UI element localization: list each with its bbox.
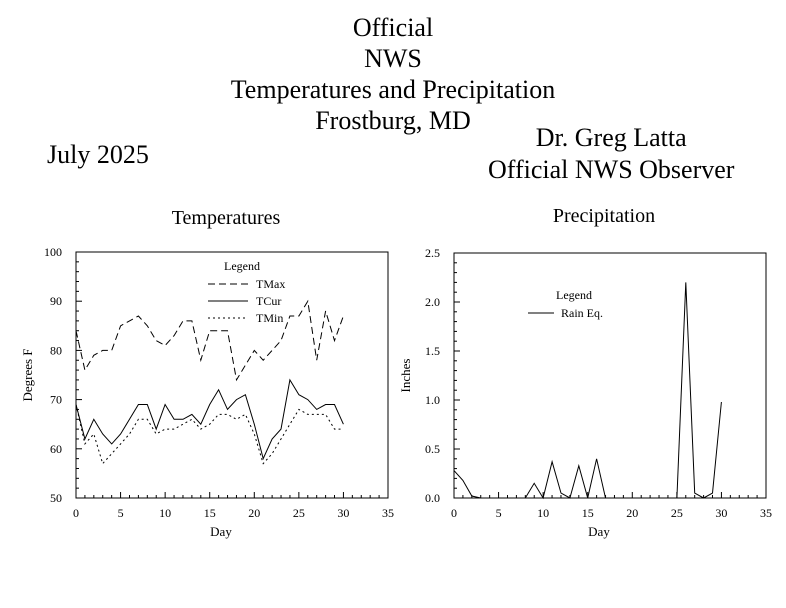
chart1-x-tick-label: 30: [337, 506, 349, 520]
chart2-legend-title: Legend: [556, 288, 592, 302]
chart2-legend-label: Rain Eq.: [561, 306, 603, 320]
chart2-title: Precipitation: [553, 205, 655, 227]
chart-title-block: Official NWS Temperatures and Precipitat…: [0, 12, 786, 136]
title-line-4: Frostburg, MD: [315, 106, 471, 135]
chart2-y-tick-label: 1.5: [425, 344, 440, 358]
month-label: July 2025: [47, 140, 149, 169]
title-line-2: NWS: [364, 44, 422, 73]
chart1-x-tick-label: 5: [118, 506, 124, 520]
chart1-x-tick-label: 20: [248, 506, 260, 520]
chart1-x-tick-label: 15: [204, 506, 216, 520]
chart1-plot-frame: [75, 251, 389, 499]
chart2-x-tick-label: 0: [451, 506, 457, 520]
title-line-1: Official: [352, 13, 434, 42]
chart1-y-tick-label: 100: [44, 245, 62, 259]
chart1-x-tick-label: 35: [382, 506, 394, 520]
chart2-x-tick-label: 5: [496, 506, 502, 520]
chart2-y-tick-label: 2.0: [425, 295, 440, 309]
observer-block: Dr. Greg Latta Official NWS Observer: [488, 122, 734, 186]
chart2-y-axis-label: Inches: [398, 359, 413, 393]
chart1-series-tcur: [75, 378, 344, 461]
chart1-y-axis-label: Degrees F: [20, 348, 35, 401]
chart2-x-tick-label: 15: [582, 506, 594, 520]
chart1-y-tick-label: 80: [50, 343, 62, 357]
chart2-y-tick-label: 2.5: [425, 246, 440, 260]
chart1-legend-label: TCur: [256, 294, 281, 308]
chart2-y-tick-label: 0.5: [425, 442, 440, 456]
chart2-series-rain-eq: [453, 282, 722, 500]
chart1-x-tick-label: 0: [73, 506, 79, 520]
chart1-legend-label: TMin: [256, 311, 283, 325]
chart1-y-tick-label: 50: [50, 491, 62, 505]
chart2-x-tick-label: 10: [537, 506, 549, 520]
chart1-series-tmax: [75, 299, 344, 382]
chart2-x-tick-label: 25: [671, 506, 683, 520]
chart2-x-axis-label: Day: [588, 524, 610, 539]
chart2-x-tick-label: 30: [715, 506, 727, 520]
chart1-title: Temperatures: [172, 207, 281, 229]
chart2-y-tick-label: 1.0: [425, 393, 440, 407]
title-line-3: Temperatures and Precipitation: [230, 75, 556, 104]
chart1-series-tmin: [75, 404, 344, 465]
observer-role: Official NWS Observer: [488, 155, 735, 184]
chart1-x-tick-label: 25: [293, 506, 305, 520]
chart1-x-tick-label: 10: [159, 506, 171, 520]
chart1-legend-title: Legend: [224, 259, 260, 273]
chart1-y-tick-label: 60: [50, 442, 62, 456]
chart2-y-tick-label: 0.0: [425, 491, 440, 505]
chart2-x-tick-label: 20: [626, 506, 638, 520]
observer-name: Dr. Greg Latta: [535, 123, 687, 152]
chart1-y-tick-label: 70: [50, 393, 62, 407]
chart1-legend-label: TMax: [256, 277, 285, 291]
chart1-x-axis-label: Day: [210, 524, 232, 539]
chart1-y-tick-label: 90: [50, 294, 62, 308]
chart2-plot-frame: [453, 252, 767, 499]
chart2-x-tick-label: 35: [760, 506, 772, 520]
